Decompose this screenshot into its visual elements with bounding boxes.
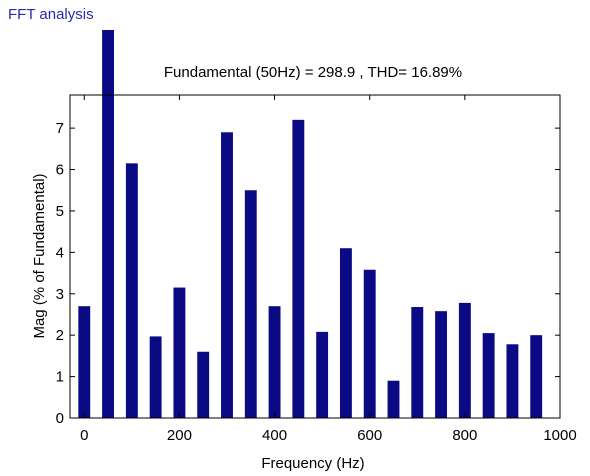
y-tick-label: 6 (56, 162, 64, 179)
bar-harmonic-800hz (458, 302, 471, 418)
bar-harmonic-700hz (411, 307, 424, 418)
y-axis-title: Mag (% of Fundamental) (31, 173, 48, 338)
x-axis-title: Frequency (Hz) (261, 455, 364, 472)
bar-harmonic-650hz (387, 380, 400, 418)
x-tick-label: 600 (357, 427, 382, 444)
y-tick-label: 0 (56, 410, 64, 427)
bar-harmonic-350hz (244, 190, 257, 418)
y-tick-label: 2 (56, 327, 64, 344)
bar-harmonic-300hz (221, 132, 233, 418)
y-tick-label: 5 (56, 203, 64, 220)
x-tick-label: 200 (167, 427, 192, 444)
y-tick-label: 4 (56, 244, 64, 261)
bar-harmonic-500hz (316, 331, 329, 418)
bar-harmonic-50hz (102, 30, 115, 418)
bar-harmonic-950hz (530, 335, 543, 418)
bar-harmonic-0hz (78, 306, 91, 418)
plot-frame (69, 94, 561, 419)
bar-harmonic-750hz (435, 311, 448, 418)
bar-harmonic-150hz (149, 336, 162, 418)
x-tick-label: 0 (80, 427, 88, 444)
bar-harmonic-250hz (197, 351, 210, 418)
bar-harmonic-200hz (173, 287, 186, 418)
x-tick-label: 400 (262, 427, 287, 444)
bar-harmonic-600hz (363, 269, 376, 418)
x-tick-label: 800 (452, 427, 477, 444)
bar-harmonic-900hz (506, 344, 519, 418)
bar-harmonic-400hz (268, 306, 281, 418)
x-tick-label: 1000 (543, 427, 576, 444)
y-tick-label: 3 (56, 286, 64, 303)
chart-title: Fundamental (50Hz) = 298.9 , THD= 16.89% (164, 64, 462, 81)
bar-harmonic-550hz (339, 248, 352, 418)
panel-label: FFT analysis (8, 6, 94, 23)
bar-harmonic-450hz (292, 119, 305, 418)
bar-harmonic-850hz (482, 333, 495, 418)
bar-harmonic-100hz (125, 163, 138, 418)
y-tick-label: 7 (56, 120, 64, 137)
y-tick-label: 1 (56, 369, 64, 386)
